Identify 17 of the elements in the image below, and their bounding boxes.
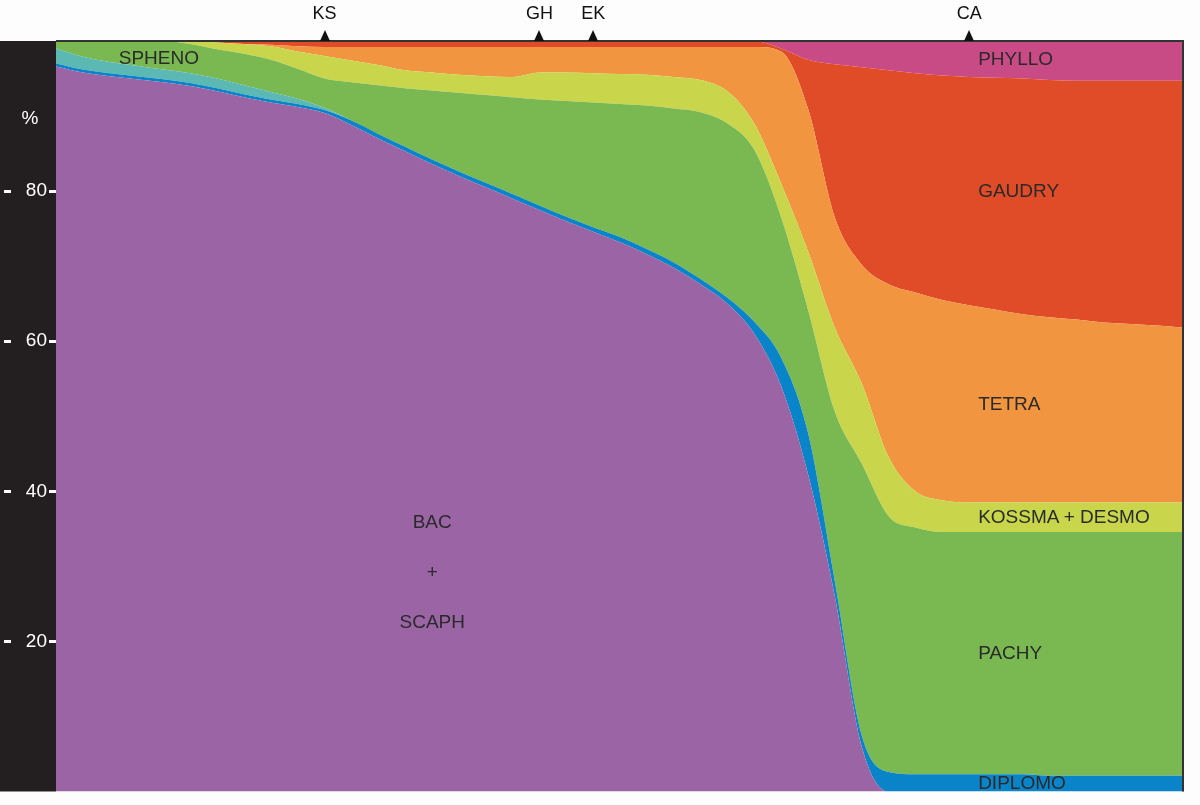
y-tick-label: 20	[25, 629, 47, 651]
x-tick-label: KS	[312, 3, 337, 24]
series-label: PHYLLO	[978, 48, 1054, 70]
x-tick-label: GH	[525, 3, 553, 24]
x-tick-label: EK	[581, 3, 606, 24]
series-label: TETRA	[978, 392, 1041, 415]
series-label: GAUDRY	[978, 180, 1060, 203]
y-tick-label: 80	[25, 179, 47, 201]
y-tick-label: 40	[25, 479, 47, 501]
series-label: SPHENO	[118, 46, 199, 69]
y-tick-label: 60	[25, 329, 47, 351]
series-label: PACHY	[978, 642, 1043, 665]
x-tick-label: CA	[956, 3, 982, 24]
series-label: KOSSMA + DESMO	[978, 506, 1150, 529]
series-label: DIPLOMO	[978, 771, 1066, 794]
y-axis-title: %	[21, 107, 39, 129]
text: BAC + SCAPH	[399, 510, 465, 632]
